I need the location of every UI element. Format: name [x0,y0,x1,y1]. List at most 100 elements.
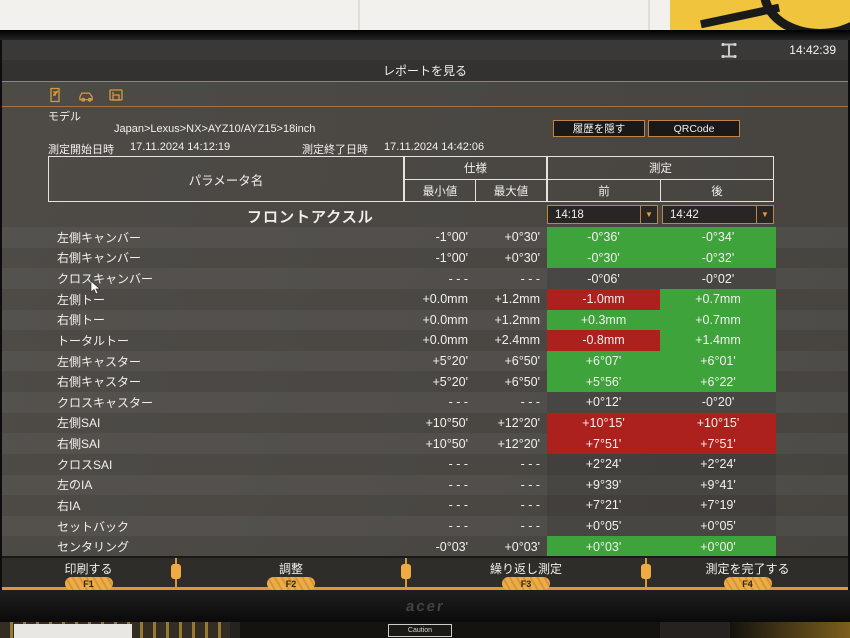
column-header-after: 後 [660,179,774,202]
spec-max: - - - [520,457,540,472]
measure-before: +0°12' [547,392,660,413]
page-title: レポートを見る [382,64,467,78]
spec-gap [540,268,547,289]
function-bar: 印刷する F1 調整 F2 繰り返し測定 F3 測定を完了する F4 [2,556,848,590]
start-time-value: 17.11.2024 14:12:19 [130,141,231,153]
param-name: トータルトー [57,333,130,348]
repeat-measure-button[interactable]: 繰り返し測定 F3 [407,558,651,590]
measure-after: -0°34' [660,227,776,248]
measure-after: +7°19' [660,495,776,516]
spec-min: - - - [448,395,468,410]
adjust-button-label: 調整 [278,562,303,576]
param-name: 左側トー [57,292,106,307]
vehicle-icon[interactable] [78,87,95,103]
table-row: 右IA - - - - - - +7°21' +7°19' [2,495,848,516]
table-row: 右側SAI +10°50' +12°20' +7°51' +7°51' [2,433,848,454]
qrcode-button[interactable]: QRCode [648,120,740,137]
report-edit-icon[interactable] [48,87,65,103]
spec-gap [540,371,547,392]
caution-label: Caution [388,624,452,637]
spec-min: +10°50' [425,436,469,451]
finish-measure-button[interactable]: 測定を完了する F4 [647,558,848,590]
spec-min: -1°00' [435,230,468,245]
monitor: 14:42:39 レポートを見る [0,30,850,622]
table-row: 左側トー +0.0mm +1.2mm -1.0mm +0.7mm [2,288,848,310]
column-header-spec: 仕様 [404,156,547,180]
spec-gap [540,227,547,248]
spec-max: +0°30' [504,250,540,265]
after-time-dropdown[interactable]: 14:42 ▼ [662,205,774,224]
table-row: クロスSAI - - - - - - +2°24' +2°24' [2,453,848,475]
spec-min: -1°00' [435,250,468,265]
axle-icon [721,42,737,58]
desk-background: Caution [0,622,850,638]
spec-min: +5°20' [432,354,468,369]
spec-gap [540,475,547,496]
spec-min: - - - [448,457,468,472]
param-name: センタリング [57,540,130,555]
spec-min: +0.0mm [422,312,468,327]
spec-gap [540,248,547,269]
clock: 14:42:39 [789,43,836,57]
chevron-down-icon[interactable]: ▼ [756,206,773,223]
spec-max: +12°20' [497,436,541,451]
before-time-value: 14:18 [555,208,584,221]
printer-icon[interactable] [108,87,125,103]
spec-gap [540,310,547,331]
f4-key-badge[interactable]: F4 [723,577,772,590]
status-strip: 14:42:39 [2,40,848,60]
spec-max: +1.2mm [494,292,540,307]
param-name: 左側キャンバー [57,230,142,245]
measure-after: +10°15' [660,412,776,434]
report-meta: モデル Japan>Lexus>NX>AYZ10/AYZ15>18inch 履歴… [2,108,848,156]
spec-max: +6°50' [504,354,540,369]
measure-before: +2°24' [547,453,660,475]
param-name: 右側キャンバー [57,251,142,266]
spec-gap [540,392,547,413]
before-time-dropdown[interactable]: 14:18 ▼ [547,205,658,224]
table-header: パラメータ名 仕様 最小値 最大値 測定 前 後 [2,156,848,202]
table-row: 右側キャスター +5°20' +6°50' +5°56' +6°22' [2,371,848,392]
measure-before: -1.0mm [547,288,660,310]
background-object [730,622,850,638]
column-header-before: 前 [547,179,661,202]
print-button[interactable]: 印刷する F1 [2,558,181,590]
measure-after: +0°05' [660,515,776,537]
end-time-value: 17.11.2024 14:42:06 [384,141,485,153]
spec-max: +12°20' [497,415,541,430]
spec-min: +5°20' [432,374,468,389]
spec-max: - - - [520,519,540,534]
spec-min: +0.0mm [422,292,468,307]
spec-min: - - - [448,519,468,534]
spec-max: +0°03' [504,539,540,554]
spec-gap [540,433,547,454]
end-time-label: 測定終了日時 [302,144,368,156]
measure-before: +9°39' [547,474,660,496]
separator-knob [641,563,651,579]
hide-history-button[interactable]: 履歴を隠す [553,120,645,137]
measure-after: +2°24' [660,453,776,475]
mouse-cursor [90,280,101,295]
wall-seam [648,0,650,40]
measure-after: +1.4mm [660,330,776,351]
f1-key-badge[interactable]: F1 [64,577,113,590]
measure-before: +7°21' [547,495,660,516]
vehicle-path: Japan>Lexus>NX>AYZ10/AYZ15>18inch [114,123,316,135]
table-rows: 左側キャンバー -1°00' +0°30' -0°36' -0°34' 右側キャンバー -1… [2,227,848,557]
chevron-down-icon[interactable]: ▼ [640,206,657,223]
spec-min: -0°03' [435,539,468,554]
measure-before: +7°51' [547,433,660,454]
repeat-measure-button-label: 繰り返し測定 [489,562,562,576]
spec-max: - - - [520,498,540,513]
f2-key-badge[interactable]: F2 [267,577,315,590]
toolbar [2,83,848,107]
measure-after: -0°32' [660,247,776,269]
measure-before: +0°03' [547,536,660,557]
monitor-bezel-top [0,30,850,40]
section-title-front-axle: フロントアクスル [247,209,374,226]
adjust-button[interactable]: 調整 F2 [177,558,411,590]
measure-before: -0°30' [547,247,660,269]
f3-key-badge[interactable]: F3 [502,577,550,590]
param-name: 右側トー [57,313,106,328]
measure-after: +0.7mm [660,288,776,310]
